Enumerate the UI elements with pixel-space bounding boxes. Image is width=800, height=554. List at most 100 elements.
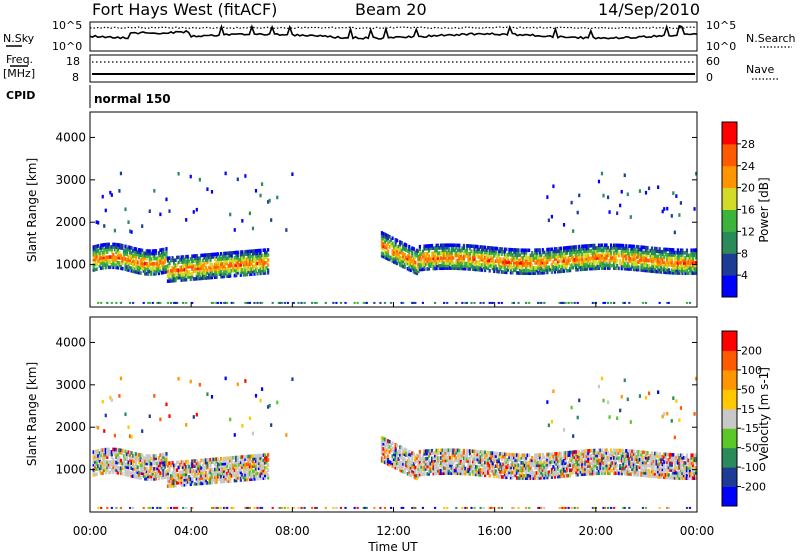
velocity-cell xyxy=(593,451,596,455)
power-cell xyxy=(605,256,608,260)
velocity-cell xyxy=(518,473,522,478)
velocity-cell xyxy=(543,455,546,460)
power-cell xyxy=(221,254,224,259)
velocity-cell xyxy=(110,467,113,472)
power-cell xyxy=(561,266,564,271)
power-cell xyxy=(638,260,642,265)
velocity-cell xyxy=(259,456,262,460)
velocity-cell xyxy=(148,469,151,474)
velocity-cell xyxy=(440,471,443,476)
power-cell xyxy=(135,254,138,259)
power-cell xyxy=(471,244,475,249)
power-cell xyxy=(675,260,678,265)
power-cell xyxy=(569,258,572,263)
power-cell xyxy=(223,301,226,304)
velocity-cell xyxy=(159,466,162,470)
power-cell xyxy=(505,262,508,267)
power-cell xyxy=(663,207,666,211)
velocity-cell xyxy=(116,450,120,455)
power-cell xyxy=(113,257,116,262)
power-cell xyxy=(394,237,397,242)
velocity-cell xyxy=(200,476,203,481)
velocity-cell xyxy=(417,464,420,469)
power-cell xyxy=(198,269,201,273)
velocity-cell xyxy=(156,506,159,509)
power-cell xyxy=(265,253,268,257)
velocity-cell xyxy=(499,452,502,456)
velocity-cell xyxy=(446,458,449,463)
power-cell xyxy=(135,265,138,269)
power-cell xyxy=(177,275,180,280)
power-cell xyxy=(188,262,191,266)
power-cell xyxy=(417,257,420,261)
velocity-cell xyxy=(157,471,160,476)
power-cell xyxy=(417,264,420,269)
power-cell xyxy=(133,252,136,256)
power-cell xyxy=(453,248,456,253)
power-cell xyxy=(248,211,252,216)
velocity-cell xyxy=(206,392,209,396)
velocity-cell xyxy=(520,461,523,465)
power-cell xyxy=(166,264,170,268)
velocity-cell xyxy=(131,461,135,466)
power-cell xyxy=(578,257,581,262)
velocity-cell xyxy=(620,471,623,476)
power-cell xyxy=(646,251,649,255)
velocity-cell xyxy=(477,472,481,477)
power-cell xyxy=(458,253,461,258)
power-cell xyxy=(186,272,189,277)
power-cell xyxy=(675,250,678,255)
power-cell xyxy=(581,259,584,264)
velocity-cell xyxy=(515,468,519,473)
power-cell xyxy=(468,251,472,256)
power-cell xyxy=(154,266,157,271)
power-cell xyxy=(652,266,655,271)
power-cell xyxy=(611,246,614,250)
velocity-cell xyxy=(619,408,622,413)
power-cell xyxy=(389,238,393,242)
velocity-cell xyxy=(94,462,97,467)
power-cell xyxy=(575,250,578,254)
velocity-cell xyxy=(151,459,154,463)
velocity-cell xyxy=(427,464,431,469)
velocity-cell xyxy=(556,474,560,479)
velocity-cell xyxy=(397,452,400,456)
power-cell xyxy=(446,243,449,248)
velocity-cell xyxy=(602,463,605,468)
power-cell xyxy=(576,301,579,304)
velocity-cell xyxy=(259,506,262,509)
power-cell xyxy=(490,301,493,304)
date-label: 14/Sep/2010 xyxy=(598,0,700,19)
power-cell xyxy=(673,263,676,268)
colorbar-tick-label: 24 xyxy=(741,160,755,173)
velocity-cell xyxy=(139,471,142,475)
velocity-cell xyxy=(183,472,186,477)
power-cell xyxy=(160,260,164,265)
power-cell xyxy=(532,253,535,258)
power-cell xyxy=(591,246,594,250)
power-cell xyxy=(242,257,245,262)
velocity-cell xyxy=(232,471,235,475)
power-cell xyxy=(641,268,645,273)
power-cell xyxy=(239,273,242,277)
velocity-cell xyxy=(186,467,189,472)
power-cell xyxy=(617,246,620,250)
velocity-cell xyxy=(139,466,142,470)
power-cell xyxy=(125,265,129,269)
power-cell xyxy=(194,266,197,271)
velocity-cell xyxy=(500,454,503,459)
power-cell xyxy=(103,250,106,255)
velocity-cell xyxy=(197,476,200,481)
power-cell xyxy=(245,301,248,304)
velocity-cell xyxy=(538,460,541,465)
power-cell xyxy=(518,253,522,258)
power-cell xyxy=(570,253,573,257)
velocity-cell xyxy=(496,462,499,466)
velocity-cell xyxy=(121,448,124,453)
power-cell xyxy=(681,258,684,263)
power-cells xyxy=(92,171,698,304)
power-cell xyxy=(94,244,97,249)
power-cell xyxy=(424,257,428,261)
power-cell xyxy=(525,266,528,270)
power-cell xyxy=(690,261,693,265)
